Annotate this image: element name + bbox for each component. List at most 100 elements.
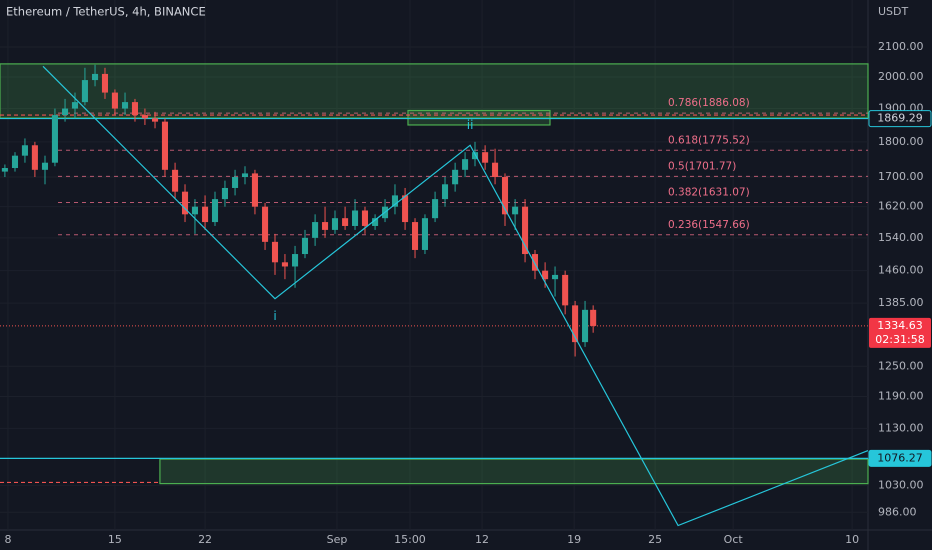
candle-body — [11, 155, 19, 169]
candle-body — [81, 80, 88, 103]
candle-body — [432, 199, 439, 219]
candle-body — [590, 309, 597, 326]
candle-body — [71, 102, 79, 109]
candle-body — [31, 145, 38, 170]
candle-body — [402, 195, 409, 223]
candle-body — [352, 210, 359, 226]
candle-body — [251, 173, 258, 207]
x-tick-label: 22 — [198, 533, 212, 546]
price-tag-label: 1076.27 — [877, 451, 923, 464]
candle-body — [211, 199, 219, 223]
fib-label: 0.236(1547.66) — [668, 219, 750, 231]
x-tick-label: 12 — [475, 533, 489, 546]
x-tick-label: 10 — [845, 533, 859, 546]
candle-body — [172, 169, 179, 192]
candle-body — [441, 184, 449, 200]
candle-body — [531, 254, 539, 271]
candle-body — [131, 102, 139, 116]
price-tag — [868, 110, 932, 128]
x-tick-label: 15:00 — [394, 533, 426, 546]
candle-body — [522, 206, 529, 255]
candle-body — [452, 169, 459, 185]
candle-body — [361, 210, 369, 226]
last-price-label: 1334.63 — [877, 319, 923, 332]
y-tick-label: 2000.00 — [878, 70, 924, 83]
candle-body — [1, 168, 8, 172]
wave: iii — [42, 65, 869, 527]
zone — [407, 109, 551, 126]
candle-body — [562, 274, 569, 306]
y-tick-label: 1250.00 — [878, 359, 924, 372]
x-tick-label: 15 — [108, 533, 122, 546]
candle-body — [331, 218, 339, 230]
grid — [0, 0, 868, 530]
y-tick-label: 1460.00 — [878, 264, 924, 277]
x-tick-label: 8 — [4, 533, 11, 546]
y-tick-label: 1800.00 — [878, 135, 924, 148]
candle-body — [221, 187, 228, 200]
axes: 2100.002000.001900.001800.001700.001620.… — [4, 40, 932, 546]
candle-body — [322, 222, 329, 230]
fib-label: 0.5(1701.77) — [668, 160, 736, 172]
candle-body — [21, 145, 28, 156]
y-tick-label: 1540.00 — [878, 231, 924, 244]
candle-body — [151, 118, 159, 122]
candle-body — [292, 254, 299, 267]
candle-body — [232, 177, 239, 188]
candle-body — [271, 241, 279, 263]
candle-body — [492, 162, 499, 178]
candle-body — [62, 108, 69, 116]
candle-body — [552, 274, 559, 280]
candle-body — [92, 73, 99, 81]
countdown-label: 02:31:58 — [875, 333, 924, 346]
zones — [0, 63, 869, 485]
candle-body — [101, 73, 109, 93]
y-tick-label: 1030.00 — [878, 478, 924, 491]
candle-body — [161, 121, 168, 170]
wave-label: ii — [467, 118, 474, 132]
fib-label: 0.618(1775.52) — [668, 134, 750, 146]
candle-body — [51, 115, 58, 163]
fib-label: 0.786(1886.08) — [668, 97, 750, 109]
x-tick-label: 25 — [648, 533, 662, 546]
candle-body — [572, 305, 579, 343]
candle-body — [512, 206, 519, 215]
candle-body — [202, 206, 209, 223]
chart-title: Ethereum / TetherUS, 4h, BINANCE — [6, 5, 206, 19]
y-tick-label: 1700.00 — [878, 170, 924, 183]
candle-body — [181, 191, 189, 215]
candle-body — [301, 237, 309, 255]
wave-line — [42, 65, 869, 527]
y-tick-label: 1620.00 — [878, 200, 924, 213]
zone — [159, 458, 869, 485]
y-tick-label: 1190.00 — [878, 390, 924, 403]
candle-body — [471, 152, 479, 160]
candle-body — [482, 152, 489, 163]
y-tick-label: 1130.00 — [878, 421, 924, 434]
x-tick-label: 19 — [567, 533, 581, 546]
candle-body — [41, 162, 49, 170]
x-tick-label: Sep — [327, 533, 348, 546]
wave-label: i — [273, 309, 276, 323]
candle-body — [372, 218, 379, 226]
candle-body — [542, 270, 549, 280]
x-tick-label: Oct — [724, 533, 744, 546]
price-tag — [868, 449, 932, 467]
price-tag-label: 1869.29 — [877, 112, 923, 125]
candle-body — [111, 92, 118, 109]
candle-body — [191, 206, 198, 215]
y-tick-label: 2100.00 — [878, 40, 924, 53]
fib-label: 0.382(1631.07) — [668, 186, 750, 198]
candle-body — [281, 262, 288, 267]
candles — [1, 64, 597, 357]
candle-body — [411, 222, 419, 250]
candle-body — [582, 309, 589, 343]
last-price-tag — [869, 317, 931, 348]
y-tick-label: 986.00 — [878, 505, 917, 518]
candle-body — [462, 159, 469, 170]
candle-body — [501, 177, 509, 215]
candle-body — [121, 102, 129, 109]
candle-body — [262, 206, 269, 242]
levels: 0.786(1886.08) 0.618(1775.52) 0.5(1701.77)… — [0, 97, 868, 484]
